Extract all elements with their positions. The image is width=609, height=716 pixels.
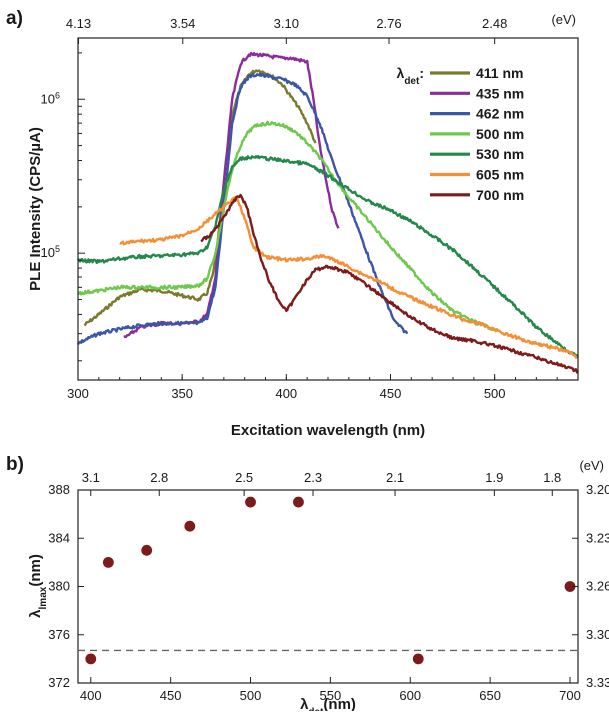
y-tick-base: 10 [41, 91, 55, 106]
b-top-tick-label: 2.8 [150, 470, 168, 485]
legend-title-colon: : [419, 65, 424, 81]
y-tick-label: 105 [41, 244, 60, 260]
b-right-tick-label: 3.20 [586, 482, 609, 497]
legend-label-4: 500 nm [476, 126, 524, 142]
y-tick-base: 10 [41, 245, 55, 260]
panel-b-y-title-unit: (nm) [27, 554, 44, 587]
b-right-tick-label: 3.33 [586, 675, 609, 690]
series-line-2 [123, 51, 340, 339]
b-x-tick-label: 400 [80, 688, 102, 703]
y-tick-label: 106 [41, 90, 60, 106]
panel-a-top-axis-unit: (eV) [551, 12, 576, 27]
legend: λdet: 411 nm 435 nm 462 nm 500 nm 530 nm 605 … [397, 65, 525, 203]
scatter-point-7 [412, 653, 424, 665]
series-line-5 [77, 154, 580, 359]
panel-b-top-ticks: 3.1 2.8 2.5 2.3 2.1 1.9 1.8 [82, 470, 561, 496]
panel-b: b) 400 450 500 550 600 650 700 372 376 380 384 388… [6, 454, 609, 716]
series-line-7 [200, 193, 579, 374]
b-x-tick-label: 650 [479, 688, 501, 703]
x-tick-label: 300 [67, 386, 89, 401]
b-top-tick-label: 1.8 [543, 470, 561, 485]
b-x-tick-label: 550 [320, 688, 342, 703]
b-top-tick-label: 2.1 [386, 470, 404, 485]
top-tick-label: 2.76 [376, 16, 401, 31]
top-tick-label: 3.54 [170, 16, 195, 31]
scatter-point-4 [184, 520, 196, 532]
panel-b-frame [77, 489, 579, 684]
series-line-1 [83, 69, 317, 327]
b-x-tick-label: 500 [240, 688, 262, 703]
ple-traces [76, 51, 580, 374]
scatter-point-5 [245, 496, 256, 508]
panel-b-y-title-lambda: λ [27, 609, 44, 618]
panel-a-label: a) [6, 8, 23, 29]
b-x-tick-label: 450 [160, 688, 182, 703]
series-line-6 [119, 195, 579, 359]
panel-b-top-axis-unit: (eV) [579, 458, 604, 473]
b-top-tick-label: 2.3 [304, 470, 322, 485]
b-top-tick-label: 2.5 [235, 470, 253, 485]
scatter-points [85, 496, 576, 665]
legend-label-5: 530 nm [476, 146, 524, 162]
panel-b-label: b) [6, 454, 24, 475]
legend-title-subscript: det [404, 76, 420, 87]
top-tick-label: 3.10 [274, 16, 299, 31]
panel-b-x-axis-title: λdet(nm) [300, 696, 356, 711]
legend-label-1: 411 nm [476, 65, 523, 81]
legend-title-lambda: λ [397, 65, 405, 81]
b-x-tick-label: 700 [559, 688, 581, 703]
panel-b-x-title-unit: (nm) [323, 696, 356, 711]
scatter-point-1 [85, 653, 97, 665]
scatter-point-8 [564, 581, 576, 592]
panel-b-x-title-lambda: λ [300, 696, 309, 711]
panel-a-y-axis-title: PLE Intensity (CPS/µA) [27, 127, 44, 291]
x-tick-label: 500 [484, 386, 506, 401]
panel-a-x-axis-title: Excitation wavelength (nm) [231, 422, 425, 439]
b-right-tick-label: 3.23 [586, 530, 609, 545]
scatter-point-3 [141, 544, 153, 556]
panel-b-right-ticks: 3.20 3.23 3.26 3.30 3.33 [572, 482, 609, 690]
x-tick-label: 400 [275, 386, 297, 401]
panel-b-x-title-subscript: det [308, 707, 324, 712]
scatter-point-2 [102, 556, 114, 568]
x-tick-label: 450 [380, 386, 402, 401]
b-right-tick-label: 3.26 [586, 579, 609, 594]
b-y-tick-label: 388 [48, 482, 70, 497]
b-y-tick-label: 384 [48, 530, 70, 545]
b-right-tick-label: 3.30 [586, 627, 609, 642]
y-tick-exponent: 6 [55, 90, 60, 100]
legend-label-3: 462 nm [476, 106, 524, 122]
legend-label-7: 700 nm [476, 187, 524, 203]
b-top-tick-label: 1.9 [485, 470, 503, 485]
b-top-tick-label: 3.1 [82, 470, 100, 485]
y-tick-exponent: 5 [55, 244, 60, 254]
legend-title: λdet: [397, 65, 424, 87]
panel-a-x-ticks: 300 350 400 450 500 [67, 374, 579, 401]
b-x-tick-label: 600 [399, 688, 421, 703]
legend-label-2: 435 nm [476, 85, 524, 101]
scatter-point-6 [293, 496, 304, 508]
b-y-tick-label: 376 [48, 627, 70, 642]
series-line-4 [77, 120, 496, 332]
panel-a-top-ticks: 4.13 3.54 3.10 2.76 2.48 [66, 16, 507, 44]
b-y-tick-label: 380 [48, 579, 70, 594]
series-line-3 [76, 72, 409, 345]
panel-b-y-ticks: 372 376 380 384 388 [48, 482, 84, 690]
panel-b-y-title-subscript: lmax [38, 586, 49, 609]
legend-label-6: 605 nm [476, 167, 524, 183]
top-tick-label: 4.13 [66, 16, 91, 31]
top-tick-label: 2.48 [482, 16, 507, 31]
panel-b-y-axis-title: λlmax(nm) [27, 554, 49, 618]
b-y-tick-label: 372 [48, 675, 70, 690]
panel-b-x-ticks: 400 450 500 550 600 650 700 [80, 677, 581, 703]
x-tick-label: 350 [171, 386, 193, 401]
